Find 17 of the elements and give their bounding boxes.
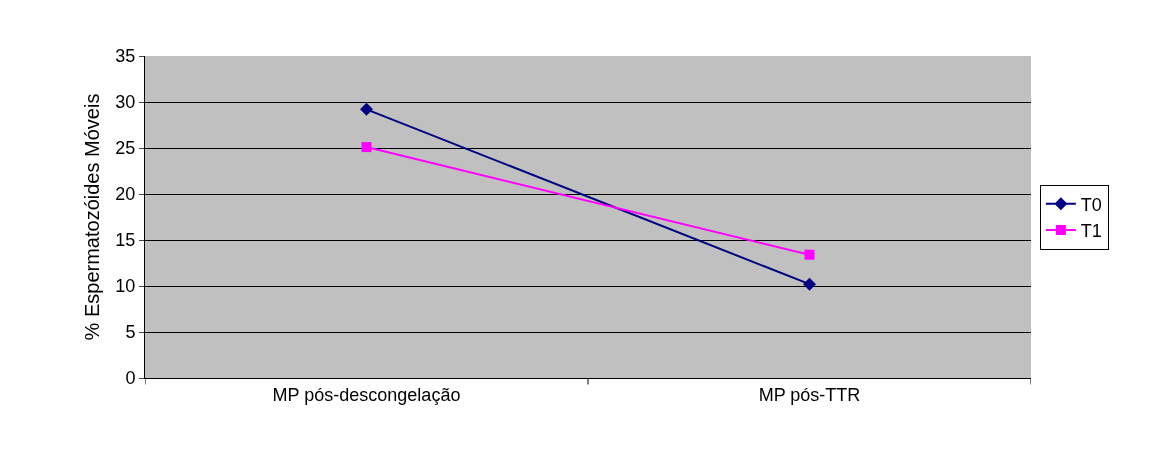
point — [360, 102, 373, 116]
y-tick-label: 15 — [115, 230, 136, 251]
point — [804, 249, 815, 260]
point — [361, 142, 372, 153]
y-tick-label: 5 — [125, 322, 136, 343]
point — [803, 277, 816, 291]
x-tick-label: MP pós-TTR — [758, 384, 861, 405]
y-tick-label: 30 — [115, 92, 136, 113]
y-tick-label: 0 — [125, 368, 136, 389]
y-tick-label: 20 — [115, 184, 136, 205]
x-tick-label: MP pós-descongelação — [272, 384, 461, 405]
y-axis-title: % Espermatozóides Móveis — [80, 93, 103, 341]
legend-label: T1 — [1080, 221, 1102, 242]
legend-label: T0 — [1080, 194, 1102, 215]
y-tick-label: 10 — [115, 276, 136, 297]
y-tick-label: 35 — [115, 46, 136, 67]
y-tick-label: 25 — [115, 138, 136, 159]
